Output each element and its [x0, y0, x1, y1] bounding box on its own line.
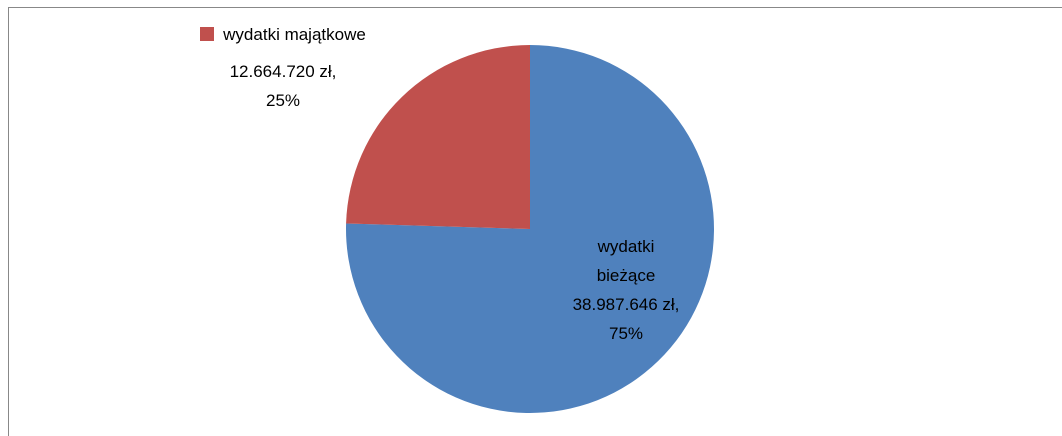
percent-label: 25% — [265, 91, 301, 110]
chart-frame — [8, 7, 1062, 436]
data-label: wydatki bieżące 38.987.646 zł, 75% — [570, 232, 682, 348]
value-label: 12.664.720 zł, — [229, 62, 337, 81]
category-label: wydatki majątkowe — [223, 25, 366, 44]
value-label: 38.987.646 zł, — [572, 295, 680, 314]
category-label: wydatki bieżące — [596, 237, 656, 285]
percent-label: 75% — [608, 324, 644, 343]
data-label: wydatki majątkowe 12.664.720 zł, 25% — [160, 20, 406, 115]
legend-key — [200, 27, 215, 41]
pie-slice — [346, 45, 530, 229]
